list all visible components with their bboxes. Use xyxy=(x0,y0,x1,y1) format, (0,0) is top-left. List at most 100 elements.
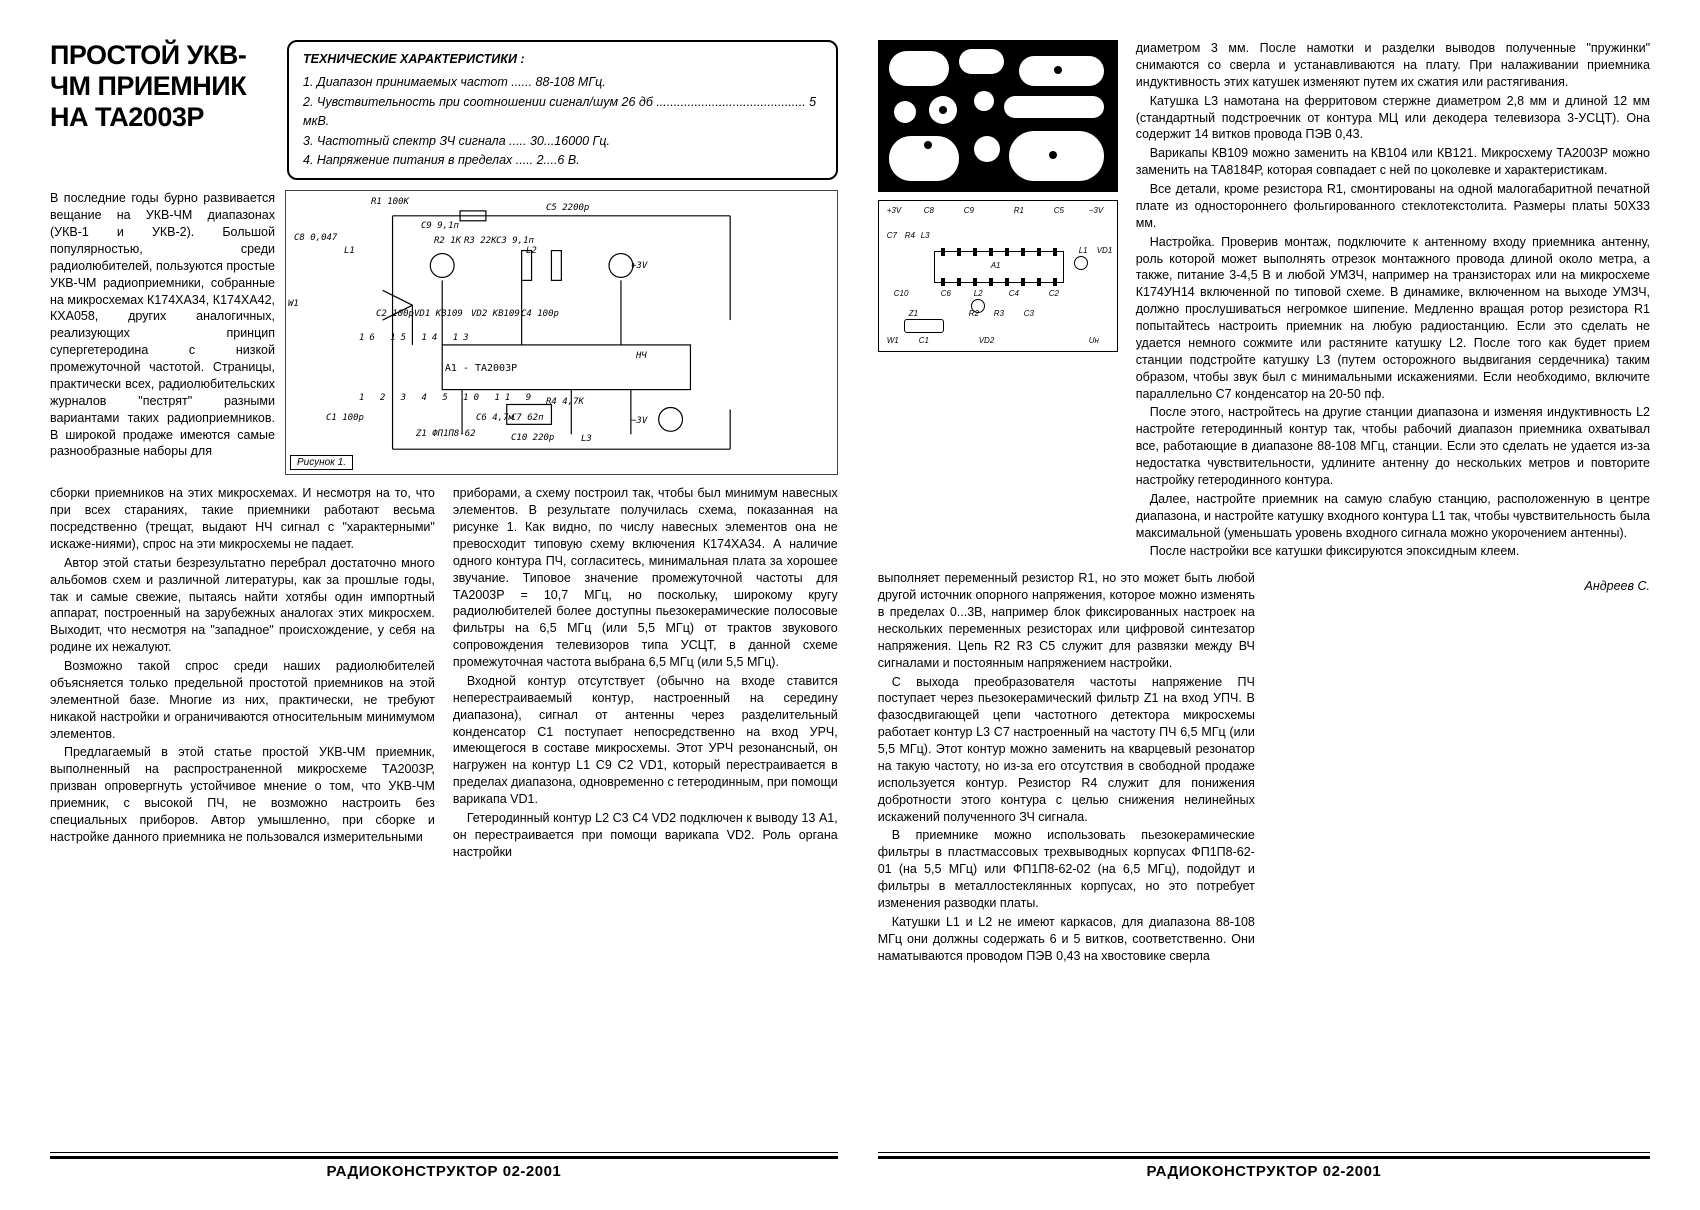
para: Входной контур отсутствует (обычно на вх… xyxy=(453,673,838,808)
header-row: ПРОСТОЙ УКВ-ЧМ ПРИЕМНИК НА ТА2003Р ТЕХНИ… xyxy=(50,40,838,180)
part-label: C5 2200p xyxy=(546,203,589,213)
spec-item: 3. Частотный спектр ЗЧ сигнала ..... 30.… xyxy=(303,132,822,151)
schematic-figure: Рисунок 1. xyxy=(285,190,838,475)
layout-label: R1 xyxy=(1014,206,1024,215)
part-label: R4 4,7К xyxy=(546,397,584,407)
layout-coil xyxy=(971,299,985,313)
layout-coil xyxy=(1074,256,1088,270)
body-columns-right: выполняет переменный резистор R1, но это… xyxy=(878,570,1650,966)
para: С выхода преобразователя частоты напряже… xyxy=(878,674,1255,826)
specs-heading: ТЕХНИЧЕСКИЕ ХАРАКТЕРИСТИКИ : xyxy=(303,50,822,69)
layout-label: +3V xyxy=(887,206,901,215)
layout-label: C1 xyxy=(919,336,929,345)
layout-label: C2 xyxy=(1049,289,1059,298)
pin-row: 1 2 3 4 5 10 11 9 xyxy=(359,393,536,403)
layout-label: C9 xyxy=(964,206,974,215)
layout-label: C4 xyxy=(1009,289,1019,298)
left-col-2: приборами, а схему построил так, чтобы б… xyxy=(453,485,838,1142)
part-label: L2 xyxy=(526,246,537,256)
layout-label: L1 xyxy=(1079,246,1088,255)
layout-label: C6 xyxy=(941,289,951,298)
layout-label: −3V xyxy=(1089,206,1103,215)
right-col-1: выполняет переменный резистор R1, но это… xyxy=(878,570,1255,966)
para: В приемнике можно использовать пьезокера… xyxy=(878,827,1255,911)
spec-item: 2. Чувствительность при соотношении сигн… xyxy=(303,93,822,132)
schematic-row: В последние годы бурно развивается вещан… xyxy=(50,190,838,475)
title-block: ПРОСТОЙ УКВ-ЧМ ПРИЕМНИК НА ТА2003Р xyxy=(50,40,275,180)
chip-label: А1 - ТА2003Р xyxy=(356,346,606,391)
layout-label: C10 xyxy=(894,289,909,298)
layout-label: VD2 xyxy=(979,336,995,345)
page-left: ПРОСТОЙ УКВ-ЧМ ПРИЕМНИК НА ТА2003Р ТЕХНИ… xyxy=(50,40,838,1180)
layout-label: W1 xyxy=(887,336,899,345)
part-label: R2 1К xyxy=(434,236,461,246)
pcb-copper xyxy=(878,40,1118,192)
part-label: VD2 КВ109 xyxy=(471,309,520,319)
part-label: −3V xyxy=(631,416,647,426)
part-label: R1 100К xyxy=(371,197,409,207)
layout-label: C8 xyxy=(924,206,934,215)
layout-label: C3 xyxy=(1024,309,1034,318)
part-label: C7 62п xyxy=(511,413,544,423)
part-label: C3 9,1п xyxy=(496,236,534,246)
footer-right: РАДИОКОНСТРУКТОР 02-2001 xyxy=(878,1156,1650,1180)
part-label: W1 xyxy=(288,299,299,309)
para: сборки приемников на этих микросхемах. И… xyxy=(50,485,435,553)
para: диаметром 3 мм. После намотки и разделки… xyxy=(1136,40,1650,91)
layout-label: L2 xyxy=(974,289,983,298)
layout-label: C5 xyxy=(1054,206,1064,215)
page-right: A1 +3V C8 C9 R1 C5 −3V C7 R4 L3 L1 VD1 C… xyxy=(878,40,1650,1180)
layout-label: Z1 xyxy=(909,309,918,318)
spec-item: 1. Диапазон принимаемых частот ...... 88… xyxy=(303,73,822,92)
part-label: C2 100p xyxy=(376,309,414,319)
article-title: ПРОСТОЙ УКВ-ЧМ ПРИЕМНИК НА ТА2003Р xyxy=(50,40,275,133)
intro-text: В последние годы бурно развивается вещан… xyxy=(50,190,275,475)
part-label: VD1 КВ109 xyxy=(414,309,463,319)
part-label: C6 4,7м xyxy=(476,413,514,423)
para: приборами, а схему построил так, чтобы б… xyxy=(453,485,838,671)
part-label: НЧ xyxy=(636,351,647,361)
part-label: C10 220p xyxy=(511,433,554,443)
layout-label: R4 xyxy=(905,231,915,240)
para: Гетеродинный контур L2 C3 C4 VD2 подклю­… xyxy=(453,810,838,861)
pin-row: 16 15 14 13 xyxy=(359,333,474,343)
layout-label: C7 xyxy=(887,231,897,240)
right-top-text: диаметром 3 мм. После намотки и разделки… xyxy=(1136,40,1650,562)
para: Предлагаемый в этой статье простой УКВ-Ч… xyxy=(50,744,435,845)
layout-label: Uн xyxy=(1089,336,1099,345)
spacer xyxy=(878,966,1650,1142)
part-label: C8 0,047 xyxy=(294,233,337,243)
para: Настройка. Проверив монтаж, подключите к… xyxy=(1136,234,1650,403)
para: После настройки все катушки фиксируются … xyxy=(1136,543,1650,560)
layout-label: A1 xyxy=(991,261,1001,270)
para: Варикапы КВ109 можно заменить на КВ104 и… xyxy=(1136,145,1650,179)
layout-label: R3 xyxy=(994,309,1004,318)
layout-label: VD1 xyxy=(1097,246,1113,255)
part-label: C4 100p xyxy=(521,309,559,319)
para: Далее, настройте приемник на самую слабу… xyxy=(1136,491,1650,542)
part-label: C9 9,1п xyxy=(421,221,459,231)
para: Автор этой статьи безрезультатно перебра… xyxy=(50,555,435,656)
specs-box: ТЕХНИЧЕСКИЕ ХАРАКТЕРИСТИКИ : 1. Диапазон… xyxy=(287,40,838,180)
right-top-row: A1 +3V C8 C9 R1 C5 −3V C7 R4 L3 L1 VD1 C… xyxy=(878,40,1650,562)
layout-label: L3 xyxy=(921,231,930,240)
part-label: L1 xyxy=(344,246,355,256)
para: Катушки L1 и L2 не имеют каркасов, для д… xyxy=(878,914,1255,965)
right-col-2: Андреев С. xyxy=(1273,570,1650,966)
para: Возможно такой спрос среди наших радио­л… xyxy=(50,658,435,742)
part-label: C1 100p xyxy=(326,413,364,423)
para: Все детали, кроме резистора R1, смонтиро… xyxy=(1136,181,1650,232)
part-label: R3 22К xyxy=(464,236,497,246)
spec-item: 4. Напряжение питания в пределах ..... 2… xyxy=(303,151,822,170)
para: выполняет переменный резистор R1, но это… xyxy=(878,570,1255,671)
left-col-1: сборки приемников на этих микросхемах. И… xyxy=(50,485,435,1142)
para: Катушка L3 намотана на ферритовом стержн… xyxy=(1136,93,1650,144)
para: После этого, настройтесь на другие станц… xyxy=(1136,404,1650,488)
part-label: +3V xyxy=(631,261,647,271)
part-label: Z1 ФП1П8-62 xyxy=(416,429,476,439)
body-columns-left: сборки приемников на этих микросхемах. И… xyxy=(50,485,838,1142)
part-label: L3 xyxy=(581,434,592,444)
author: Андреев С. xyxy=(1273,578,1650,595)
pcb-figures: A1 +3V C8 C9 R1 C5 −3V C7 R4 L3 L1 VD1 C… xyxy=(878,40,1118,562)
footer-left: РАДИОКОНСТРУКТОР 02-2001 xyxy=(50,1156,838,1180)
